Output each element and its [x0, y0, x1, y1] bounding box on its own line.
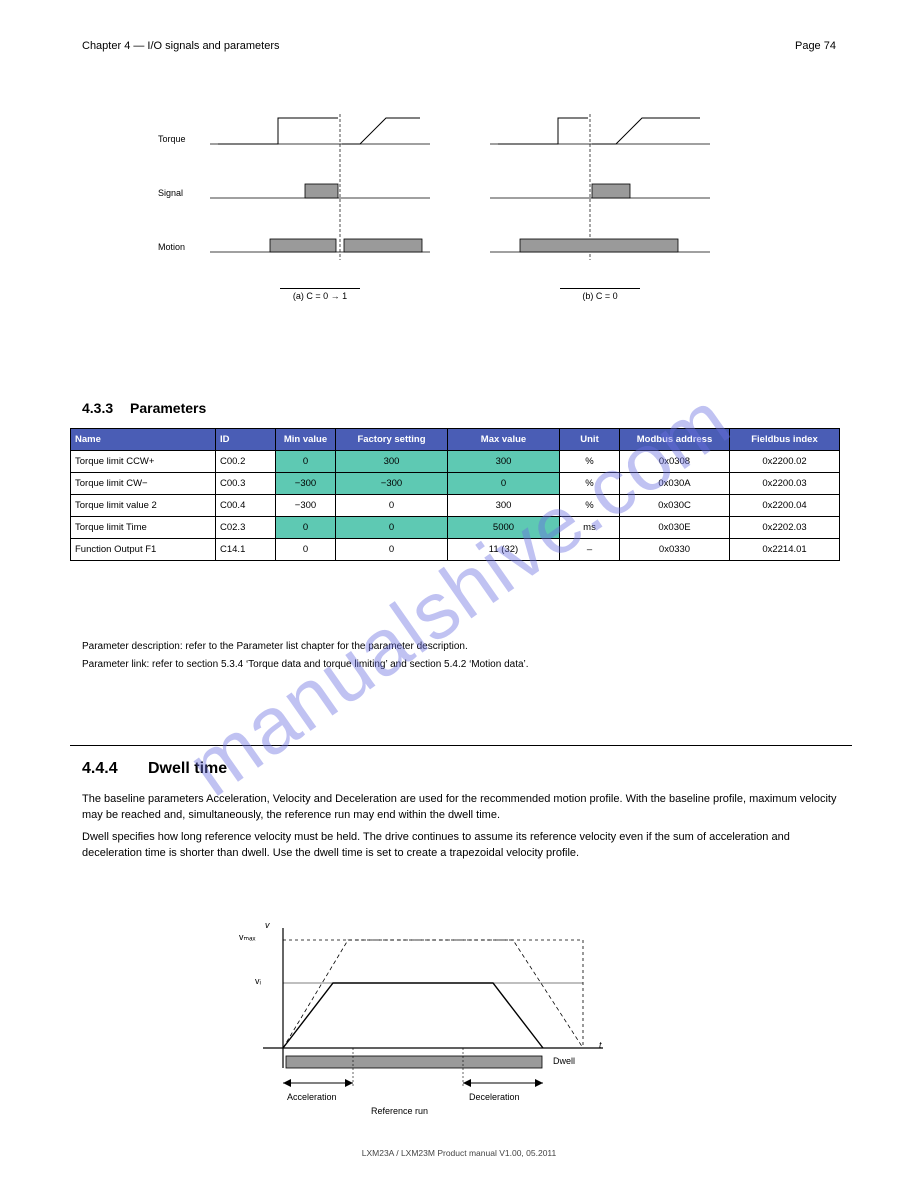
table-row: Torque limit value 2C00.4−3000300%0x030C… [71, 495, 840, 517]
table-row: Function Output F1C14.10011 (32)–0x03300… [71, 539, 840, 561]
trap-acc-label: Acceleration [287, 1092, 337, 1102]
footnote-2: Parameter link: refer to section 5.3.4 ‘… [82, 658, 842, 672]
torque-label-a: Torque [158, 134, 186, 144]
table-cell: Torque limit CCW+ [71, 451, 216, 473]
trap-v-axis: v [265, 920, 270, 930]
table-cell: Torque limit value 2 [71, 495, 216, 517]
trap-dwell-label: Dwell [553, 1056, 575, 1066]
th-min: Min value [276, 429, 336, 451]
table-cell: % [560, 473, 620, 495]
header-page: Page 74 [795, 40, 836, 52]
table-cell: – [560, 539, 620, 561]
th-fac: Factory setting [336, 429, 448, 451]
table-cell: 0x2200.04 [730, 495, 840, 517]
table-cell: C00.3 [216, 473, 276, 495]
table-cell: 0x2214.01 [730, 539, 840, 561]
table-cell: 0 [448, 473, 560, 495]
th-unit: Unit [560, 429, 620, 451]
table-cell: 0x030A [620, 473, 730, 495]
section-444-num: 4.4.4 [82, 760, 118, 778]
diagram-caption-b: (b) C = 0 [560, 288, 640, 301]
table-cell: 0 [276, 539, 336, 561]
table-cell: Torque limit Time [71, 517, 216, 539]
timing-diagram-a: Torque Signal Motion (a) C = 0 → 1 [210, 110, 430, 315]
table-footnotes: Parameter description: refer to the Para… [82, 640, 842, 676]
th-id: ID [216, 429, 276, 451]
table-cell: 11 (32) [448, 539, 560, 561]
timing-diagram-a-svg [210, 110, 430, 310]
table-cell: 0x030C [620, 495, 730, 517]
table-cell: % [560, 495, 620, 517]
header-page-label: Page [795, 40, 821, 52]
trap-vi-label: vᵢ [255, 976, 261, 986]
table-cell: 0x030E [620, 517, 730, 539]
footnote-1: Parameter description: refer to the Para… [82, 640, 842, 654]
table-cell: 0x0308 [620, 451, 730, 473]
table-row: Torque limit CCW+C00.20300300%0x03080x22… [71, 451, 840, 473]
table-cell: 0x0330 [620, 539, 730, 561]
table-cell: 300 [448, 495, 560, 517]
table-cell: 0 [276, 451, 336, 473]
header-page-number: 74 [824, 40, 836, 52]
table-cell: 0 [336, 539, 448, 561]
section-433-title: Parameters [130, 400, 206, 416]
th-mod: Modbus address [620, 429, 730, 451]
table-row: Torque limit CW−C00.3−300−3000%0x030A0x2… [71, 473, 840, 495]
table-row: Torque limit TimeC02.3005000ms0x030E0x22… [71, 517, 840, 539]
trap-vmax-label: vₘₐₓ [239, 932, 255, 943]
table-cell: 300 [336, 451, 448, 473]
section-divider [70, 745, 852, 746]
section-433-num: 4.3.3 [82, 400, 113, 416]
trap-t-axis: t [599, 1040, 602, 1050]
table-cell: −300 [276, 495, 336, 517]
timing-diagram-b-svg [490, 110, 710, 310]
timing-diagram-b: (b) C = 0 [490, 110, 710, 315]
table-cell: 300 [448, 451, 560, 473]
table-cell: % [560, 451, 620, 473]
table-cell: Function Output F1 [71, 539, 216, 561]
table-cell: −300 [276, 473, 336, 495]
table-cell: C00.4 [216, 495, 276, 517]
section-444-p1: The baseline parameters Acceleration, Ve… [82, 792, 842, 824]
table-cell: 0x2202.03 [730, 517, 840, 539]
table-cell: C14.1 [216, 539, 276, 561]
table-cell: C00.2 [216, 451, 276, 473]
page-footer: LXM23A / LXM23M Product manual V1.00, 05… [0, 1148, 918, 1158]
header-chapter: Chapter 4 — I/O signals and parameters [82, 40, 279, 52]
th-name: Name [71, 429, 216, 451]
trapezoid-svg [253, 918, 613, 1118]
trap-refrun-label: Reference run [371, 1106, 428, 1116]
diagram-caption-a: (a) C = 0 → 1 [280, 288, 360, 301]
table-cell: −300 [336, 473, 448, 495]
trap-dec-label: Deceleration [469, 1092, 520, 1102]
table-cell: 0 [336, 495, 448, 517]
table-cell: 0 [276, 517, 336, 539]
table-cell: 0x2200.03 [730, 473, 840, 495]
th-fb: Fieldbus index [730, 429, 840, 451]
table-cell: 0 [336, 517, 448, 539]
section-444-title: Dwell time [148, 760, 227, 778]
th-max: Max value [448, 429, 560, 451]
parameter-table: Name ID Min value Factory setting Max va… [70, 428, 840, 561]
table-header-row: Name ID Min value Factory setting Max va… [71, 429, 840, 451]
section-444-p2: Dwell specifies how long reference veloc… [82, 830, 842, 862]
motion-label-a: Motion [158, 242, 185, 252]
table-cell: 0x2200.02 [730, 451, 840, 473]
table-cell: ms [560, 517, 620, 539]
section-444-body: The baseline parameters Acceleration, Ve… [82, 792, 842, 868]
signal-label-a: Signal [158, 188, 183, 198]
table-cell: C02.3 [216, 517, 276, 539]
table-cell: 5000 [448, 517, 560, 539]
table-cell: Torque limit CW− [71, 473, 216, 495]
trapezoid-diagram: v t vᵢ vₘₐₓ Acceleration Deceleration Dw… [253, 918, 613, 1123]
